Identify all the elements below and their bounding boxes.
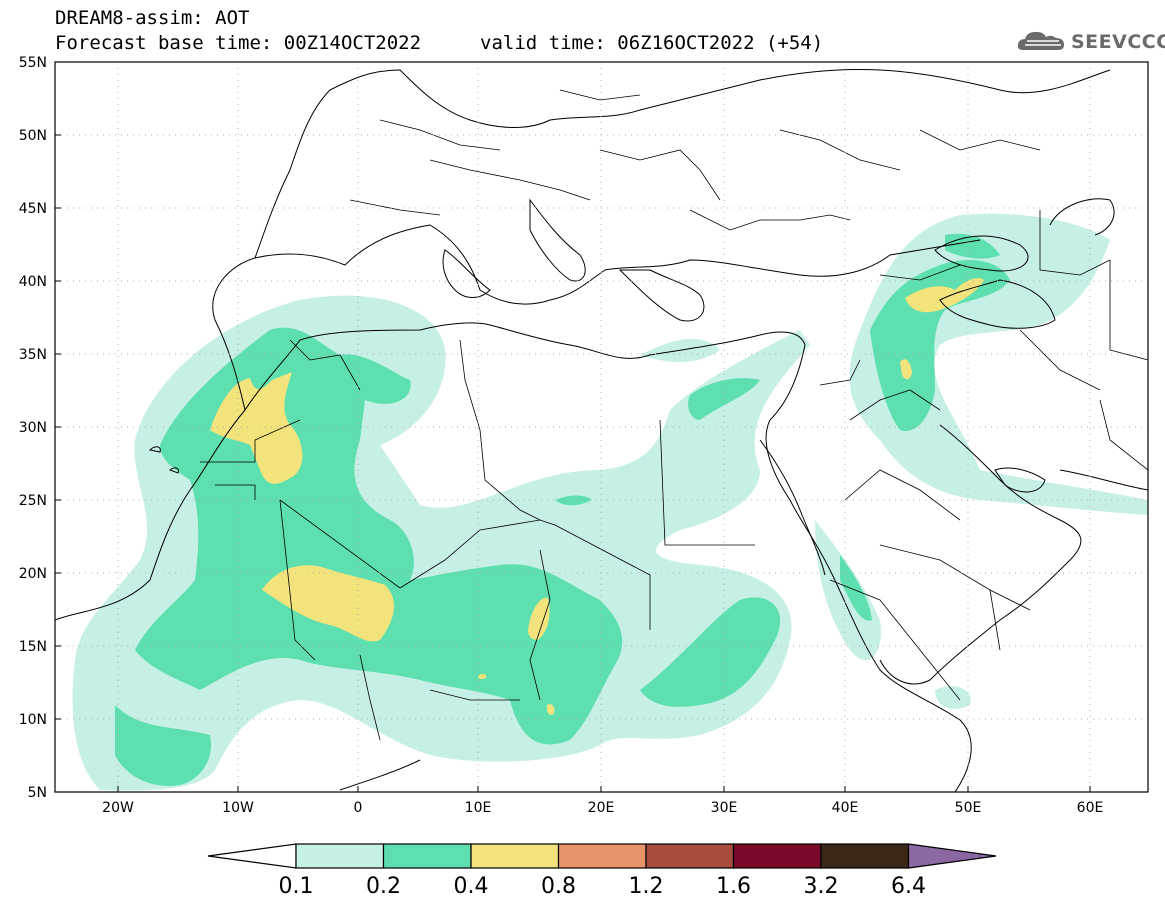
lon-label: 30E <box>711 800 738 816</box>
lat-label: 15N <box>19 639 47 655</box>
colorbar-label: 1.2 <box>629 874 664 899</box>
country-borders <box>200 89 1148 741</box>
colorbar-swatch <box>207 843 297 869</box>
cloud-icon <box>1017 31 1064 50</box>
lat-label: 5N <box>28 785 47 801</box>
colorbar-label: 0.4 <box>454 874 489 899</box>
aot-fields <box>72 213 1148 791</box>
forecast-base-time: Forecast base time: 00Z14OCT2022 <box>55 32 422 54</box>
valid-time: valid time: 06Z16OCT2022 (+54) <box>480 32 824 54</box>
lon-label: 0 <box>354 800 363 816</box>
latitude-labels: 55N 50N 45N 40N 35N 30N 25N 20N 15N 10N … <box>19 55 47 801</box>
lat-label: 25N <box>19 493 47 509</box>
colorbar-swatch <box>645 843 735 869</box>
graticule <box>55 62 1148 792</box>
map-title: DREAM8-assim: AOT <box>55 7 250 29</box>
lat-label: 50N <box>19 128 47 144</box>
colorbar-swatch <box>382 843 472 869</box>
colorbar-label: 0.8 <box>541 874 576 899</box>
lon-label: 40E <box>832 800 859 816</box>
colorbar-swatch <box>470 843 560 869</box>
lat-label: 45N <box>19 201 47 217</box>
lon-label: 50E <box>955 800 982 816</box>
colorbar-swatch <box>907 843 997 869</box>
colorbar-label: 6.4 <box>891 874 926 899</box>
lon-label: 60E <box>1077 800 1104 816</box>
colorbar-swatch <box>820 843 910 869</box>
lon-label: 10E <box>465 800 492 816</box>
longitude-labels: 20W 10W 0 10E 20E 30E 40E 50E 60E <box>102 800 1103 816</box>
lat-label: 55N <box>19 55 47 71</box>
colorbar-swatch <box>557 843 647 869</box>
colorbar-label: 1.6 <box>716 874 751 899</box>
lon-label: 20W <box>102 800 134 816</box>
colorbar <box>207 843 997 869</box>
lat-label: 30N <box>19 420 47 436</box>
colorbar-label: 0.2 <box>366 874 401 899</box>
colorbar-swatch <box>295 843 385 869</box>
colorbar-labels: 0.1 0.2 0.4 0.8 1.2 1.6 3.2 6.4 <box>279 874 927 899</box>
colorbar-label: 3.2 <box>804 874 839 899</box>
lon-label: 10W <box>222 800 254 816</box>
lat-label: 20N <box>19 566 47 582</box>
colorbar-swatch <box>732 843 822 869</box>
lon-label: 20E <box>588 800 615 816</box>
aot-level-0.4 <box>210 278 984 715</box>
coastlines <box>55 68 1148 792</box>
lat-label: 10N <box>19 712 47 728</box>
colorbar-label: 0.1 <box>279 874 314 899</box>
ticks <box>55 61 1091 792</box>
lat-label: 40N <box>19 274 47 290</box>
seevccc-logo: SEEVCCC <box>1015 26 1165 56</box>
logo-text: SEEVCCC <box>1071 31 1165 53</box>
lat-label: 35N <box>19 347 47 363</box>
